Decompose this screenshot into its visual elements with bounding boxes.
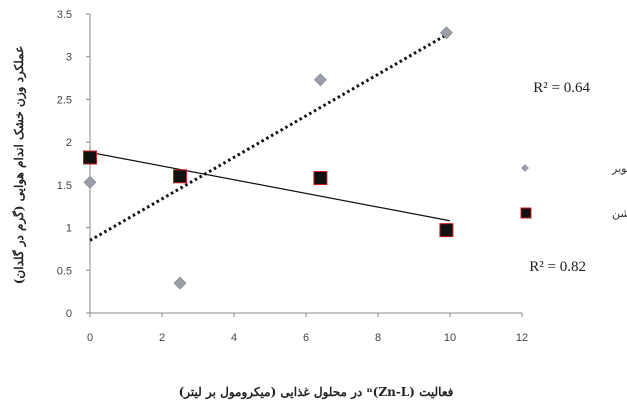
- square-marker: [173, 169, 187, 184]
- y-tick-label: 1: [66, 223, 72, 235]
- legend-swatch-square: [520, 207, 532, 219]
- trendlines: [89, 31, 451, 242]
- y-tick-label: 2.5: [57, 94, 72, 106]
- r-squared-labels: R² = 0.64 R² = 0.82: [529, 80, 590, 275]
- x-tick-label: 10: [444, 332, 456, 344]
- x-tick-label: 12: [516, 332, 528, 344]
- y-tick-label: 3.5: [57, 9, 72, 21]
- data-markers: [83, 26, 454, 290]
- r-squared-label: R² = 0.82: [529, 259, 586, 275]
- y-tick-label: 1.5: [57, 180, 72, 192]
- y-tick-label: 2: [66, 137, 72, 149]
- diamond-marker: [83, 175, 97, 189]
- diamond-marker: [313, 73, 327, 87]
- legend-label: بک کراس روشن: [612, 207, 627, 220]
- legend-label: کویر: [611, 162, 627, 175]
- trendline-1: [89, 31, 451, 242]
- diamond-marker: [439, 26, 453, 40]
- x-tick-label: 2: [159, 332, 165, 344]
- trendline-2: [89, 151, 451, 222]
- square-marker: [83, 150, 97, 165]
- x-tick-label: 8: [375, 332, 381, 344]
- y-axis-title: عملکرد وزن خشک اندام هوایی (گرم در گلدان…: [11, 46, 27, 285]
- legend-swatch-diamond: [521, 164, 529, 172]
- x-tick-label: 4: [231, 332, 237, 344]
- y-axis-ticks: 0 0.5 1 1.5 2 2.5 3 3.5: [57, 9, 90, 320]
- y-tick-label: 3: [66, 52, 72, 64]
- legend: کویر بک کراس روشن: [520, 162, 627, 220]
- axes: [89, 14, 522, 314]
- y-tick-label: 0: [66, 308, 72, 320]
- x-tick-label: 6: [303, 332, 309, 344]
- square-marker: [439, 223, 454, 238]
- diamond-marker: [173, 276, 187, 290]
- r-squared-label: R² = 0.64: [533, 80, 590, 96]
- y-tick-label: 0.5: [57, 265, 72, 277]
- square-marker: [313, 171, 328, 186]
- x-axis-ticks: 0 2 4 6 8 10 12: [87, 313, 528, 344]
- x-tick-label: 0: [87, 332, 93, 344]
- x-axis-title: فعالیت (Zn-L)ⁿ در محلول غذایی (میکرومول …: [179, 385, 454, 400]
